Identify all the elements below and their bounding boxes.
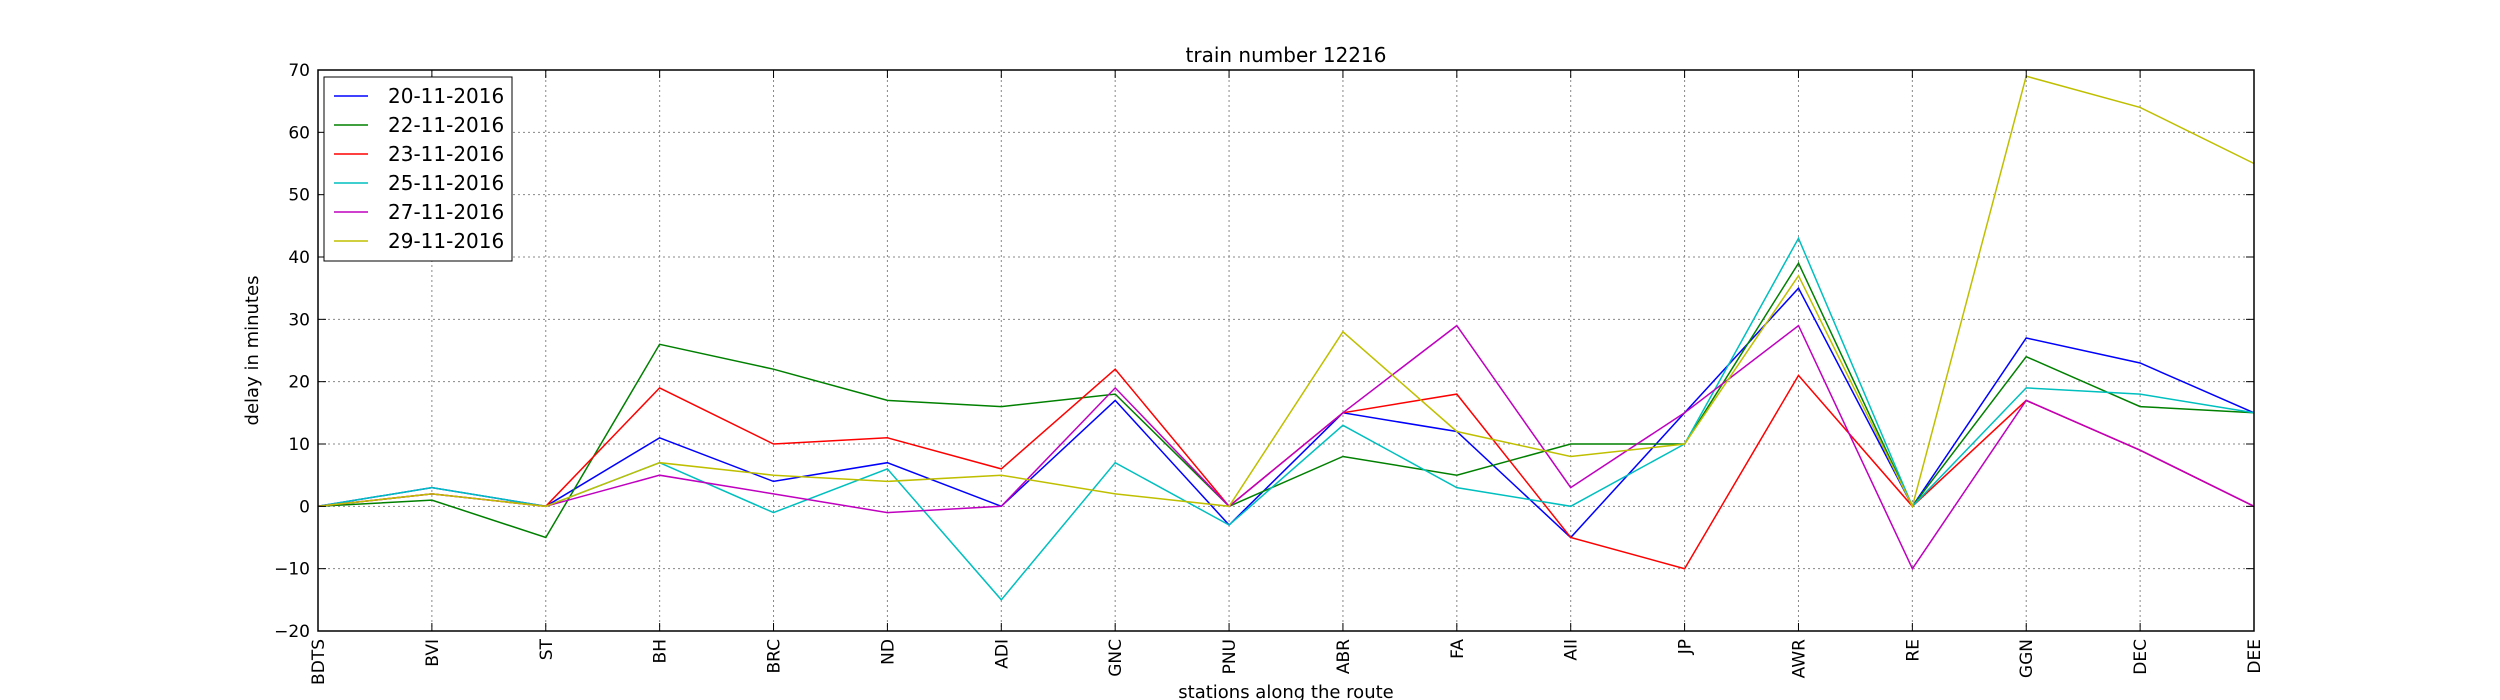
y-tick-label: 40 <box>288 248 310 268</box>
series-line <box>317 261 2255 539</box>
x-tick-label: ABR <box>1334 639 1354 674</box>
x-axis-ticks: BDTS BVI ST BH BRC ND ADI GNC PNU ABR FA AII JP AWR RE… <box>309 70 2265 685</box>
x-tick-label: BVI <box>423 639 443 667</box>
x-tick-label: ADI <box>992 639 1012 669</box>
y-tick-label: 10 <box>288 435 310 455</box>
x-tick-label: AWR <box>1789 639 1809 679</box>
plot-frame <box>317 69 2255 632</box>
series-line <box>317 324 2255 571</box>
y-tick-label: 0 <box>299 497 310 517</box>
x-tick-label: ST <box>537 638 557 660</box>
x-tick-label: GGN <box>2017 639 2037 678</box>
x-axis-label: stations along the route <box>1178 682 1393 700</box>
y-axis-ticks: −20 −10 0 10 20 30 40 50 60 70 <box>274 61 2254 642</box>
legend-label: 25-11-2016 <box>388 171 504 195</box>
legend-label: 20-11-2016 <box>388 84 504 108</box>
x-tick-label: RE <box>1903 639 1923 662</box>
y-axis-label: delay in minutes <box>242 276 263 426</box>
legend-label: 27-11-2016 <box>388 200 504 224</box>
series-line <box>317 75 2255 509</box>
legend-label: 29-11-2016 <box>388 229 504 253</box>
y-tick-label: 70 <box>288 61 310 81</box>
x-tick-label: GNC <box>1106 639 1126 677</box>
x-tick-label: AII <box>1562 639 1582 661</box>
x-tick-label: DEC <box>2131 639 2151 675</box>
x-tick-label: DEE <box>2245 639 2265 674</box>
x-tick-label: JP <box>1676 639 1696 655</box>
series-lines <box>317 75 2255 601</box>
y-tick-label: −10 <box>274 560 310 580</box>
series-line <box>317 286 2255 539</box>
x-tick-label: FA <box>1448 639 1468 659</box>
y-tick-label: 50 <box>288 186 310 206</box>
x-tick-label: ND <box>878 639 898 665</box>
legend: 20-11-2016 22-11-2016 23-11-2016 25-11-2016… <box>323 76 513 262</box>
legend-label: 23-11-2016 <box>388 142 504 166</box>
x-tick-label: BRC <box>765 639 785 674</box>
x-tick-label: BH <box>651 639 671 663</box>
y-tick-label: 30 <box>288 310 310 330</box>
chart-title: train number 12216 <box>1186 43 1387 67</box>
x-tick-label: BDTS <box>309 639 329 685</box>
legend-box <box>323 76 513 262</box>
x-tick-label: PNU <box>1220 639 1240 674</box>
y-tick-label: 60 <box>288 123 310 143</box>
y-tick-label: 20 <box>288 373 310 393</box>
y-tick-label: −20 <box>274 622 310 642</box>
legend-label: 22-11-2016 <box>388 113 504 137</box>
